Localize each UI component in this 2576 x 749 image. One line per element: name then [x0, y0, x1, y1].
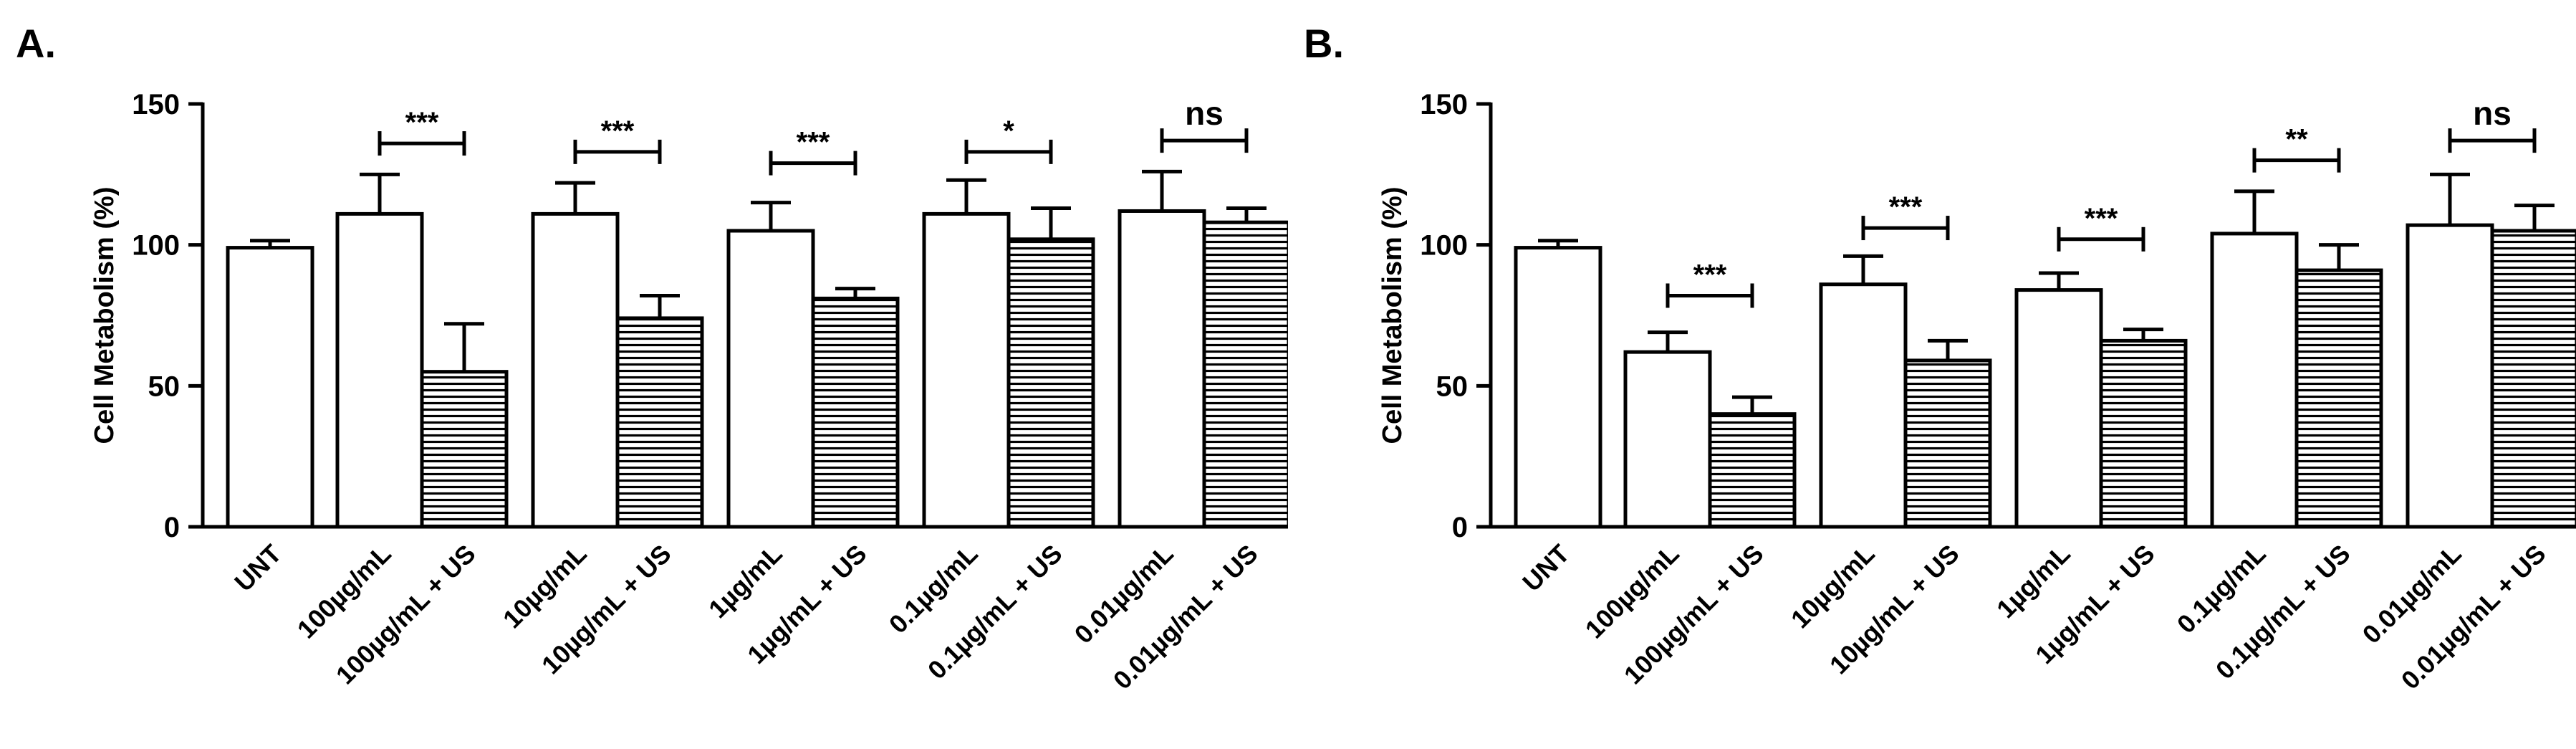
y-tick-label: 150 [1420, 89, 1468, 120]
x-tick-label: UNT [229, 539, 287, 597]
y-tick-label: 50 [1436, 371, 1469, 402]
chart-panel-a: A. Cell Metabolism (%) 0 50 100 150 UNT 100µg/… [16, 21, 1288, 695]
x-tick-label: 1µg/mL [703, 539, 788, 624]
x-tick-label: 0.01µg/mL + US [2395, 539, 2552, 695]
panel-label: B. [1304, 21, 1344, 66]
y-tick-label: 0 [164, 512, 180, 543]
bar [2014, 288, 2103, 529]
significance-label: ns [1185, 95, 1224, 132]
bar [726, 229, 815, 529]
x-tick-label: 0.01µg/mL + US [1107, 539, 1264, 695]
y-tick-label: 0 [1452, 512, 1468, 543]
bar [2099, 338, 2188, 529]
significance-label: *** [405, 107, 439, 138]
x-tick-label: UNT [1517, 539, 1575, 597]
significance-label: *** [1889, 191, 1923, 223]
y-axis-label: Cell Metabolism (%) [90, 187, 120, 444]
bar [2294, 268, 2383, 529]
y-tick-label: 150 [132, 89, 180, 120]
bar [2406, 223, 2494, 529]
y-tick-label: 100 [1420, 230, 1468, 262]
bar [615, 316, 704, 529]
significance-label: *** [2085, 203, 2118, 234]
bar [531, 211, 620, 529]
y-axis-label: Cell Metabolism (%) [1378, 187, 1408, 444]
bar [2490, 229, 2576, 529]
bar [922, 211, 1011, 529]
significance-label: ** [2285, 124, 2308, 156]
significance-label: * [1003, 115, 1014, 147]
significance-label: *** [601, 115, 635, 147]
significance-label: *** [1693, 259, 1727, 290]
bar [1903, 358, 1992, 529]
bar [1006, 237, 1095, 529]
bar [226, 246, 314, 529]
bar [1118, 209, 1206, 529]
significance-label: ns [2473, 95, 2512, 132]
y-tick-label: 100 [132, 230, 180, 262]
chart-panel-b: B. Cell Metabolism (%) 0 50 100 150 UNT 100µg/… [1288, 0, 2576, 749]
bar [335, 211, 424, 529]
bar [1708, 412, 1797, 529]
bar [1514, 246, 1602, 529]
bar [811, 296, 900, 529]
significance-label: *** [797, 127, 830, 158]
bar [420, 370, 509, 529]
bar [1623, 350, 1712, 529]
y-tick-label: 50 [148, 371, 181, 402]
panel-label: A. [16, 21, 56, 66]
bar [1819, 282, 1908, 529]
bar [1202, 220, 1288, 529]
x-tick-label: 1µg/mL [1991, 539, 2076, 624]
bar [2210, 232, 2299, 529]
